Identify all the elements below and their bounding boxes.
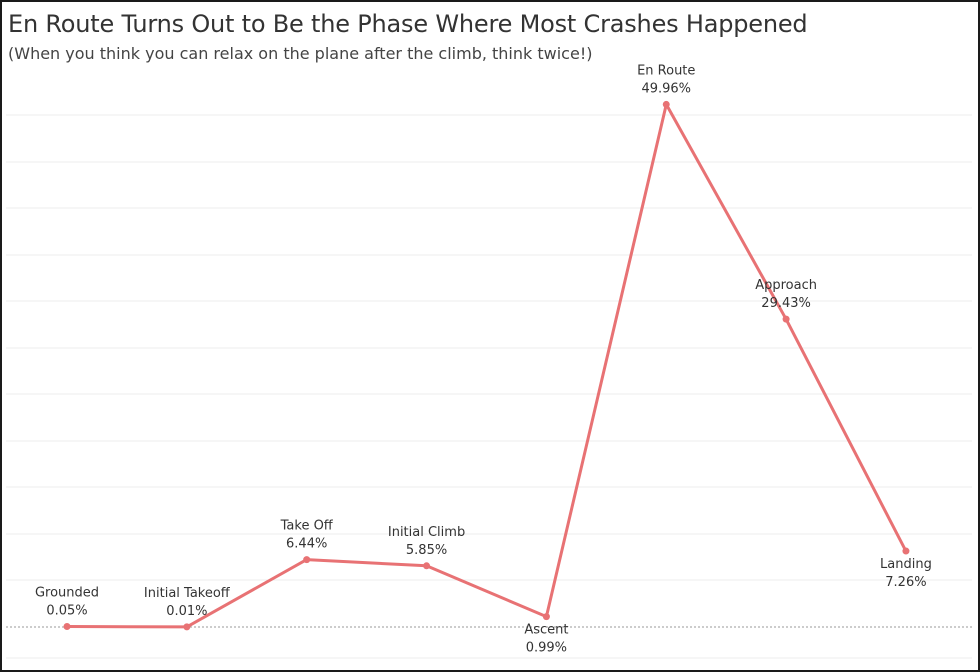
value-label-ascent: 0.99% — [526, 641, 567, 656]
data-point-approach — [782, 315, 790, 323]
value-label-landing: 7.26% — [885, 575, 926, 590]
value-label-initial-takeoff: 0.01% — [166, 604, 207, 619]
value-label-en-route: 49.96% — [641, 81, 691, 96]
data-point-ascent — [542, 613, 550, 621]
value-label-grounded: 0.05% — [46, 603, 87, 618]
category-label-initial-takeoff: Initial Takeoff — [144, 586, 231, 601]
data-point-landing — [902, 547, 910, 555]
category-label-take-off: Take Off — [280, 519, 334, 534]
data-point-en-route — [662, 100, 670, 108]
category-label-approach: Approach — [755, 278, 817, 293]
data-point-initial-climb — [423, 562, 431, 570]
data-point-take-off — [303, 556, 311, 564]
category-label-landing: Landing — [880, 557, 932, 572]
category-label-initial-climb: Initial Climb — [388, 525, 465, 540]
value-label-initial-climb: 5.85% — [406, 543, 447, 558]
value-label-approach: 29.43% — [761, 296, 811, 311]
series-line — [66, 102, 908, 629]
value-label-take-off: 6.44% — [286, 537, 327, 552]
data-point-grounded — [63, 622, 71, 630]
category-label-ascent: Ascent — [524, 623, 568, 638]
category-label-en-route: En Route — [637, 63, 695, 78]
data-point-initial-takeoff — [183, 623, 191, 631]
chart-subtitle: (When you think you can relax on the pla… — [8, 44, 593, 63]
category-label-grounded: Grounded — [35, 585, 99, 600]
chart-title: En Route Turns Out to Be the Phase Where… — [8, 10, 808, 38]
